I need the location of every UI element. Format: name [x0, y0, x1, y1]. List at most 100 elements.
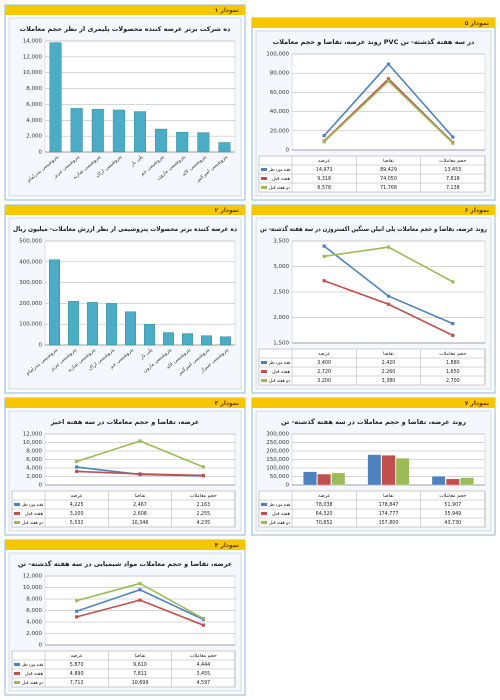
chart-title: ده شرکت برتر عرضه کننده محصولات پلیمری ا… [20, 25, 231, 33]
bar [70, 108, 83, 153]
data-marker [322, 140, 326, 144]
y-tick-label: 2,000 [273, 315, 289, 321]
y-tick-label: 0 [39, 150, 43, 156]
y-tick-label: 10,000 [23, 440, 43, 446]
y-tick-label: 100,000 [266, 52, 289, 58]
data-label: 7,138 [446, 185, 460, 191]
x-tick-label: عرضه [318, 494, 330, 499]
data-label: 71,768 [380, 185, 397, 191]
legend-key [14, 521, 20, 524]
y-tick-label: 250,000 [266, 440, 289, 446]
panel-header [5, 205, 245, 215]
x-tick-label: تقاضا [135, 493, 146, 499]
chart-panel: نمودار ۵ روند عرضه، تقاضا و حجم معاملات P… [251, 17, 496, 201]
panel-label: نمودار ۱ [215, 7, 239, 14]
panel-label: نمودار ۵ [465, 20, 489, 27]
x-tick-label: عرضه [71, 494, 83, 499]
data-marker [386, 62, 391, 66]
x-tick-label: حجم معاملات [190, 493, 217, 499]
bar [220, 336, 231, 346]
data-marker [75, 615, 79, 619]
legend-label: هفته قبل [272, 511, 290, 517]
data-marker [386, 294, 391, 298]
bar [317, 473, 331, 486]
legend-key [261, 521, 267, 524]
panel-label: نمودار ۷ [465, 400, 489, 407]
y-tick-label: 8,000 [26, 597, 42, 603]
x-tick-label: حجم معاملات [439, 351, 466, 357]
chart-panel: نمودار ۲ ده عرضه کننده برتر محصولات پتروش… [4, 204, 246, 394]
y-tick-label: 40,000 [270, 109, 290, 115]
data-label: 70,852 [316, 520, 333, 526]
data-marker [386, 245, 391, 249]
data-label: 2,260 [382, 369, 396, 375]
bar [446, 478, 460, 486]
panel-label: نمودار ۴ [215, 542, 239, 549]
legend-key [14, 512, 20, 515]
legend-label: هفته قبل [25, 671, 43, 677]
chart-title: عرضه، تقاضا و حجم معاملات در سه هفته اخی… [50, 418, 200, 426]
y-tick-label: 10,000 [23, 585, 43, 591]
data-marker [322, 254, 326, 258]
bar [49, 42, 62, 153]
plot-area [291, 53, 486, 151]
legend-label: هفته مورد نظر [268, 502, 290, 508]
legend-label: هفته مورد نظر [21, 662, 43, 668]
bar [112, 109, 125, 153]
legend-label: دو هفته قبل [269, 378, 290, 384]
data-label: 174,777 [379, 511, 399, 517]
data-label: 1,650 [446, 369, 460, 375]
data-marker [322, 279, 326, 283]
data-label: 9,610 [133, 662, 147, 668]
bar [395, 458, 410, 486]
legend-key [14, 681, 20, 684]
bar [176, 131, 189, 153]
data-label: 2,467 [133, 502, 147, 508]
x-tick-label: تقاضا [383, 158, 394, 164]
y-tick-label: 8,000 [26, 86, 42, 92]
data-marker [138, 581, 142, 586]
data-label: 4,235 [196, 520, 210, 526]
y-tick-label: 3,500 [273, 239, 289, 245]
legend-label: هفته قبل [272, 176, 290, 182]
data-label: 2,420 [382, 360, 396, 366]
legend-key [261, 370, 267, 373]
panel-header [252, 398, 495, 408]
data-label: 4,444 [196, 662, 210, 668]
data-marker [138, 472, 142, 476]
bar [197, 132, 210, 153]
panel-label: نمودار ۳ [215, 400, 239, 407]
data-label: 1,880 [446, 360, 460, 366]
data-marker [75, 469, 79, 473]
panel-label: نمودار ۲ [215, 207, 239, 214]
x-tick-label: عرضه [71, 654, 83, 659]
legend-label: دو هفته قبل [269, 185, 290, 191]
legend-label: هفته مورد نظر [268, 360, 290, 366]
data-label: 3,400 [317, 360, 331, 366]
data-label: 9,318 [317, 176, 331, 182]
y-tick-label: 0 [39, 643, 43, 649]
y-tick-label: 3,000 [273, 264, 289, 270]
data-label: 10,699 [132, 680, 149, 686]
y-tick-label: 100,000 [266, 466, 289, 472]
bar [201, 335, 212, 346]
data-marker [386, 79, 391, 83]
data-label: 2,163 [196, 502, 210, 508]
bar [367, 454, 382, 486]
y-tick-label: 1,500 [273, 341, 289, 347]
panel-header [5, 5, 245, 15]
legend-label: هفته قبل [272, 369, 290, 375]
legend-key [261, 177, 267, 180]
chart-title: ده عرضه کننده برتر محصولات پتروشیمی از ن… [13, 225, 238, 233]
data-label: 64,320 [316, 511, 333, 517]
y-tick-label: 200,000 [19, 301, 42, 307]
y-tick-label: 12,000 [23, 54, 43, 60]
y-tick-label: 400,000 [19, 259, 42, 265]
data-marker [322, 134, 326, 138]
bar [163, 332, 174, 346]
y-tick-label: 8,000 [26, 449, 42, 455]
data-label: 2,608 [133, 511, 147, 517]
chart-title: عرضه، تقاضا و حجم معاملات مواد شیمیایی د… [18, 560, 232, 568]
